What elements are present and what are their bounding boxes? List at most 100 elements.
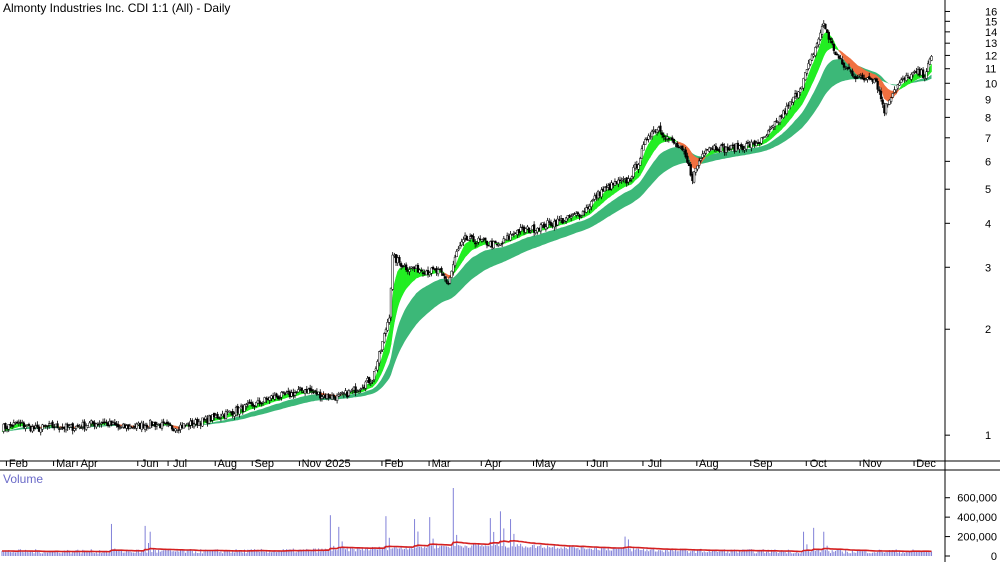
y-tick-label: 14	[985, 27, 997, 39]
candle-body	[286, 392, 288, 393]
candle-body	[321, 397, 323, 399]
candle-body	[75, 426, 77, 428]
candle-body	[365, 382, 367, 388]
candle-body	[814, 47, 816, 55]
candle-body	[899, 83, 901, 85]
x-tick-label: Mar	[432, 458, 451, 470]
candle-body	[745, 144, 747, 149]
candle-body	[660, 126, 662, 132]
candle-body	[690, 164, 692, 175]
x-tick-label: Jun	[591, 458, 609, 470]
candle-body	[382, 341, 384, 349]
candle-body	[25, 427, 27, 429]
candle-body	[481, 240, 483, 241]
y-tick-label: 5	[985, 184, 991, 196]
candle-body	[388, 318, 390, 322]
candle-body	[225, 412, 227, 419]
candle-body	[697, 166, 699, 169]
candle-body	[631, 177, 633, 179]
candle-body	[761, 138, 763, 143]
candle-body	[793, 97, 795, 102]
candle-body	[931, 56, 933, 60]
x-tick-label: Aug	[699, 458, 719, 470]
candle-body	[577, 213, 579, 214]
candle-body	[186, 423, 188, 424]
candle-body	[132, 428, 134, 429]
candle-body	[28, 424, 30, 425]
candle-body	[851, 71, 853, 76]
y-tick-label: 4	[985, 218, 991, 230]
x-tick-label: Jul	[173, 458, 187, 470]
candle-body	[747, 142, 749, 143]
candle-body	[926, 72, 928, 79]
x-tick-label: Jul	[648, 458, 662, 470]
candle-body	[380, 350, 382, 351]
x-tick-label: Sep	[254, 458, 274, 470]
candle-body	[501, 243, 503, 244]
candle-body	[880, 91, 882, 99]
candle-body	[633, 167, 635, 176]
y-tick-label: 11	[985, 64, 996, 76]
candle-body	[333, 395, 335, 397]
candle-body	[294, 393, 296, 396]
candle-body	[705, 150, 707, 153]
y-tick-label: 1	[985, 430, 991, 442]
candle-body	[420, 270, 422, 271]
candle-body	[442, 273, 444, 275]
candle-body	[245, 405, 247, 407]
candle-body	[350, 391, 352, 392]
chart-title: Almonty Industries Inc. CDI 1:1 (All) - …	[3, 1, 230, 15]
candle-body	[57, 424, 59, 428]
y-tick-label: 6	[985, 156, 991, 168]
candle-body	[441, 268, 443, 272]
candle-body	[703, 153, 705, 155]
candle-body	[825, 24, 827, 29]
candle-body	[686, 156, 688, 162]
candle-body	[387, 322, 389, 330]
candle-body	[663, 136, 665, 138]
candle-body	[117, 424, 119, 427]
candle-body	[36, 425, 38, 427]
candle-body	[361, 388, 363, 389]
candle-body	[722, 144, 724, 145]
candle-body	[79, 427, 81, 428]
candle-body	[912, 73, 914, 75]
candle-body	[370, 382, 372, 383]
candle-body	[383, 334, 385, 342]
candle-body	[282, 392, 284, 393]
candle-body	[338, 395, 340, 396]
x-tick-label: Apr	[485, 458, 502, 470]
candle-body	[875, 79, 877, 82]
volume-y-tick-label: 200,000	[957, 532, 997, 544]
candle-body	[486, 241, 488, 245]
candle-body	[466, 236, 468, 240]
candle-body	[890, 98, 892, 102]
candle-body	[562, 218, 564, 223]
candle-body	[456, 251, 458, 256]
candle-body	[786, 106, 788, 113]
candle-body	[146, 425, 148, 427]
candle-body	[643, 145, 645, 151]
candle-body	[698, 161, 700, 165]
candle-body	[877, 81, 879, 89]
candle-body	[848, 67, 850, 69]
candle-body	[572, 215, 574, 216]
candle-body	[409, 270, 411, 272]
candle-body	[511, 235, 513, 236]
candle-body	[878, 90, 880, 91]
candle-body	[900, 80, 902, 83]
candle-body	[119, 428, 121, 429]
candle-body	[313, 392, 315, 393]
candle-body	[769, 129, 771, 130]
candle-body	[604, 187, 606, 191]
candle-body	[459, 246, 461, 248]
candle-body	[676, 143, 678, 147]
candle-body	[836, 54, 838, 55]
candle-body	[651, 132, 653, 137]
candle-body	[673, 139, 675, 143]
y-tick-label: 9	[985, 94, 991, 106]
candle-body	[570, 217, 572, 218]
candle-body	[247, 403, 249, 404]
candle-body	[47, 426, 49, 427]
